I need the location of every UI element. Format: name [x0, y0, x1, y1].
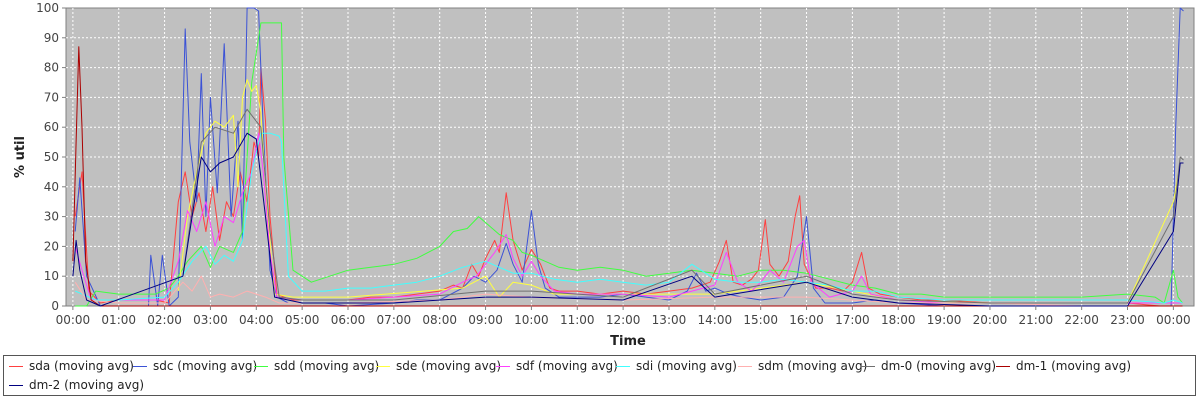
legend-swatch [9, 366, 23, 367]
y-tick-label: 40 [44, 180, 59, 194]
y-axis-ticks: 0 10 20 30 40 50 60 70 80 90 100 [36, 1, 66, 313]
legend-label: sdd (moving avg) [274, 359, 380, 373]
y-tick-label: 100 [36, 1, 59, 15]
series-line-sdi [75, 132, 1183, 304]
legend-swatch [376, 366, 390, 367]
legend-item-dm-2: dm-2 (moving avg) [7, 376, 144, 394]
legend-item-sdi: sdi (moving avg) [614, 357, 737, 375]
x-tick-label: 13:00 [652, 313, 687, 327]
legend-swatch [616, 366, 630, 367]
x-tick-label: 12:00 [606, 313, 641, 327]
legend-item-sdc: sdc (moving avg) [131, 357, 257, 375]
gridlines [66, 8, 1194, 306]
series-line-sdd [75, 22, 1183, 307]
legend-label: dm-0 (moving avg) [881, 359, 997, 373]
legend: sda (moving avg) sdc (moving avg) sdd (mov… [3, 355, 1196, 396]
legend-label: sda (moving avg) [29, 359, 134, 373]
x-tick-label: 01:00 [101, 313, 136, 327]
x-tick-label: 22:00 [1064, 313, 1099, 327]
x-tick-label: 17:00 [835, 313, 870, 327]
series-line-sdf [74, 132, 1183, 304]
legend-swatch [254, 366, 268, 367]
x-tick-label: 00:00 [1156, 313, 1191, 327]
series-layer [72, 7, 1184, 307]
x-tick-label: 05:00 [285, 313, 320, 327]
legend-item-sde: sde (moving avg) [374, 357, 501, 375]
y-axis-title: % util [13, 136, 28, 178]
y-tick-label: 70 [44, 90, 59, 104]
legend-swatch [133, 366, 147, 367]
legend-label: sdf (moving avg) [516, 359, 618, 373]
legend-item-dm-1: dm-1 (moving avg) [994, 357, 1131, 375]
x-tick-label: 07:00 [377, 313, 412, 327]
y-tick-label: 50 [44, 150, 59, 164]
y-tick-label: 20 [44, 239, 59, 253]
series-line-sdm [74, 275, 1183, 307]
legend-label: dm-1 (moving avg) [1016, 359, 1132, 373]
y-tick-label: 60 [44, 120, 59, 134]
x-tick-label: 18:00 [881, 313, 916, 327]
series-line-dm-1 [72, 46, 1183, 307]
legend-label: dm-2 (moving avg) [29, 378, 145, 392]
legend-label: sdc (moving avg) [153, 359, 258, 373]
y-tick-label: 10 [44, 269, 59, 283]
x-tick-label: 06:00 [331, 313, 366, 327]
legend-item-sdd: sdd (moving avg) [252, 357, 379, 375]
x-tick-label: 21:00 [1019, 313, 1054, 327]
legend-item-dm-0: dm-0 (moving avg) [859, 357, 996, 375]
legend-swatch [996, 366, 1010, 367]
legend-label: sdi (moving avg) [636, 359, 737, 373]
x-tick-label: 00:00 [56, 313, 91, 327]
y-tick-label: 90 [44, 31, 59, 45]
x-tick-label: 16:00 [789, 313, 824, 327]
x-tick-label: 14:00 [698, 313, 733, 327]
series-line-dm-0 [182, 108, 1184, 304]
x-tick-label: 19:00 [927, 313, 962, 327]
x-tick-label: 15:00 [743, 313, 778, 327]
x-tick-label: 20:00 [973, 313, 1008, 327]
legend-swatch [496, 366, 510, 367]
x-axis-ticks: 00:00 01:00 02:00 03:00 04:00 05:00 06:00 07:00… [56, 306, 1191, 327]
x-tick-label: 09:00 [468, 313, 503, 327]
legend-item-sdf: sdf (moving avg) [494, 357, 618, 375]
x-axis-title: Time [610, 334, 646, 349]
legend-swatch [9, 385, 23, 386]
x-tick-label: 03:00 [193, 313, 228, 327]
x-tick-label: 02:00 [147, 313, 182, 327]
legend-item-sda: sda (moving avg) [7, 357, 134, 375]
y-tick-label: 30 [44, 210, 59, 224]
y-tick-label: 0 [51, 299, 59, 313]
series-line-dm-2 [72, 132, 1184, 307]
util-line-chart: 0 10 20 30 40 50 60 70 80 90 100 00:00 01:00 02:00 03… [13, 1, 1195, 349]
x-tick-label: 11:00 [560, 313, 595, 327]
legend-label: sde (moving avg) [396, 359, 502, 373]
y-tick-label: 80 [44, 61, 59, 75]
legend-label: sdm (moving avg) [758, 359, 868, 373]
legend-swatch [861, 366, 875, 367]
legend-item-sdm: sdm (moving avg) [736, 357, 867, 375]
x-tick-label: 10:00 [514, 313, 549, 327]
x-tick-label: 04:00 [239, 313, 274, 327]
x-tick-label: 08:00 [422, 313, 457, 327]
legend-swatch [738, 366, 752, 367]
x-tick-label: 23:00 [1110, 313, 1145, 327]
